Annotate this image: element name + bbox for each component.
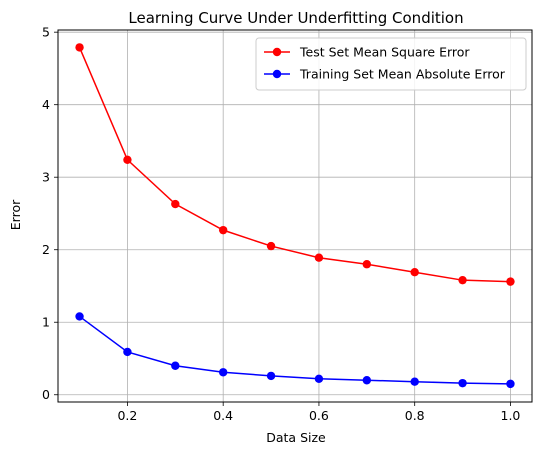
legend-label: Training Set Mean Absolute Error — [299, 67, 506, 82]
legend-label: Test Set Mean Square Error — [299, 45, 470, 60]
legend-box — [255, 37, 527, 91]
series-line — [79, 315, 511, 385]
data-point — [410, 267, 419, 277]
data-point — [266, 371, 276, 381]
data-point — [506, 277, 515, 286]
legend: Test Set Mean Square Error Training Set M… — [255, 37, 527, 91]
series-group — [75, 43, 515, 389]
data-point — [218, 225, 228, 235]
x-tick-label: 0.4 — [213, 408, 233, 423]
data-point — [362, 376, 372, 385]
y-tick-label: 4 — [42, 97, 50, 112]
data-point — [123, 347, 132, 357]
y-axis-label: Error — [8, 199, 23, 230]
data-point — [171, 361, 180, 370]
data-point — [458, 275, 467, 285]
data-point — [410, 377, 419, 386]
legend-item: Test Set Mean Square Error — [264, 45, 470, 60]
data-point — [362, 260, 372, 269]
y-tick-label: 2 — [42, 242, 50, 257]
x-tick-label: 0.2 — [117, 408, 137, 423]
series-1 — [75, 43, 515, 286]
data-point — [314, 374, 324, 383]
y-tick-label: 5 — [42, 25, 50, 40]
y-tick-label: 0 — [42, 387, 50, 402]
x-tick-label: 0.6 — [309, 408, 329, 423]
chart-title: Learning Curve Under Underfitting Condit… — [128, 9, 463, 27]
data-point — [171, 199, 180, 209]
axis-ticks: 0.2 0.4 0.6 0.8 1.0 0 1 2 3 4 5 — [42, 25, 520, 423]
data-point — [218, 368, 228, 377]
x-tick-label: 1.0 — [501, 408, 521, 423]
data-point — [314, 253, 324, 262]
data-point — [75, 312, 84, 321]
data-point — [123, 155, 132, 165]
data-point — [506, 379, 515, 389]
legend-marker — [272, 69, 282, 79]
x-axis-label: Data Size — [266, 430, 326, 445]
y-tick-label: 3 — [42, 170, 50, 185]
data-point — [266, 241, 276, 251]
grid — [58, 30, 532, 402]
x-tick-label: 0.8 — [405, 408, 425, 423]
legend-marker — [272, 47, 282, 57]
y-tick-label: 1 — [42, 315, 50, 330]
plot-area-frame — [57, 29, 533, 403]
series-line — [78, 47, 511, 283]
data-point — [458, 378, 467, 388]
legend-item: Training Set Mean Absolute Error — [264, 67, 506, 82]
data-point — [75, 43, 84, 52]
series-2 — [75, 312, 515, 389]
